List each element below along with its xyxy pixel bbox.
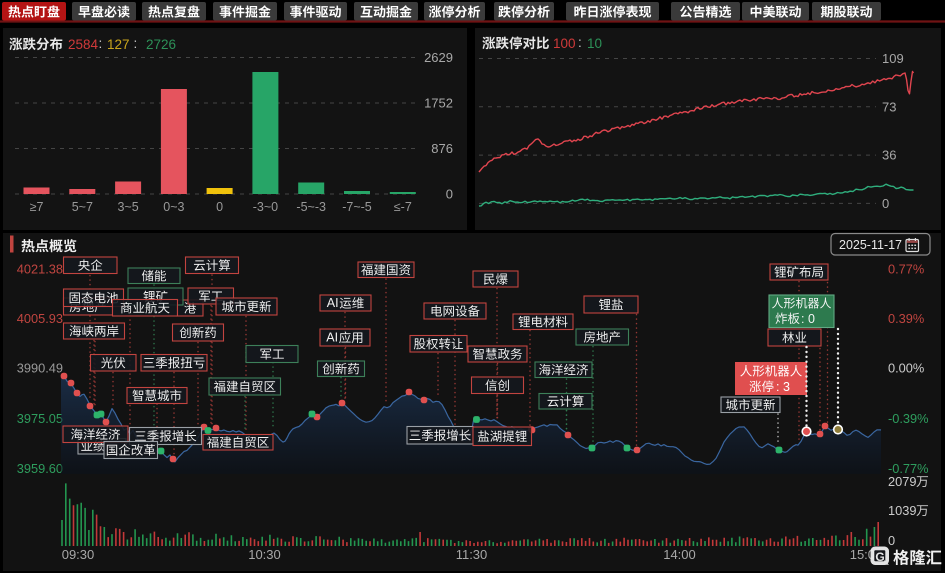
svg-text:876: 876 [431, 141, 453, 156]
svg-text:2584: 2584 [68, 37, 99, 52]
svg-text:0~3: 0~3 [163, 200, 184, 214]
svg-text:-0.77%: -0.77% [888, 461, 929, 476]
svg-text:: 3: : 3 [776, 380, 790, 394]
svg-text:10:30: 10:30 [248, 547, 281, 562]
svg-text:2025-11-17: 2025-11-17 [839, 238, 902, 252]
svg-text:1039: 1039 [888, 503, 916, 518]
svg-text:14:00: 14:00 [663, 547, 696, 562]
svg-text:5~7: 5~7 [72, 200, 93, 214]
svg-text:127: 127 [107, 37, 130, 52]
svg-text:≤-7: ≤-7 [394, 200, 412, 214]
svg-text:-5~-3: -5~-3 [296, 200, 326, 214]
svg-text:2629: 2629 [424, 50, 453, 65]
svg-text:AI: AI [326, 331, 338, 345]
svg-text:3~5: 3~5 [117, 200, 138, 214]
svg-text:3990.49: 3990.49 [17, 361, 63, 376]
svg-text:2079: 2079 [888, 474, 916, 489]
svg-text:10: 10 [587, 36, 602, 51]
svg-text:0: 0 [882, 196, 889, 211]
svg-text:AI: AI [327, 296, 339, 310]
svg-text:0.77%: 0.77% [888, 262, 924, 277]
svg-text:09:30: 09:30 [62, 547, 95, 562]
svg-text:109: 109 [882, 51, 904, 66]
svg-text:0: 0 [446, 187, 453, 202]
svg-text:0.39%: 0.39% [888, 311, 924, 326]
svg-text:-7~-5: -7~-5 [342, 200, 372, 214]
svg-text::: : [134, 36, 138, 51]
svg-text:0: 0 [888, 533, 895, 548]
svg-text:≥7: ≥7 [30, 200, 44, 214]
svg-text:4021.38: 4021.38 [17, 262, 63, 277]
svg-text::: : [99, 36, 103, 51]
svg-text:1752: 1752 [424, 96, 453, 111]
svg-text:36: 36 [882, 148, 896, 163]
svg-text:3975.05: 3975.05 [17, 411, 63, 426]
svg-text:-3~0: -3~0 [253, 200, 278, 214]
svg-text:-0.39%: -0.39% [888, 411, 929, 426]
svg-text::: : [578, 35, 582, 50]
svg-text:: 0: : 0 [801, 312, 815, 326]
svg-text:0: 0 [216, 200, 223, 214]
svg-text:G: G [875, 550, 884, 564]
svg-text:3959.60: 3959.60 [17, 461, 63, 476]
svg-text:73: 73 [882, 99, 896, 114]
svg-text:0.00%: 0.00% [888, 361, 924, 376]
svg-text:4005.93: 4005.93 [17, 311, 63, 326]
svg-text:11:30: 11:30 [456, 547, 488, 562]
svg-text:100: 100 [553, 36, 576, 51]
svg-text:2726: 2726 [146, 37, 176, 52]
